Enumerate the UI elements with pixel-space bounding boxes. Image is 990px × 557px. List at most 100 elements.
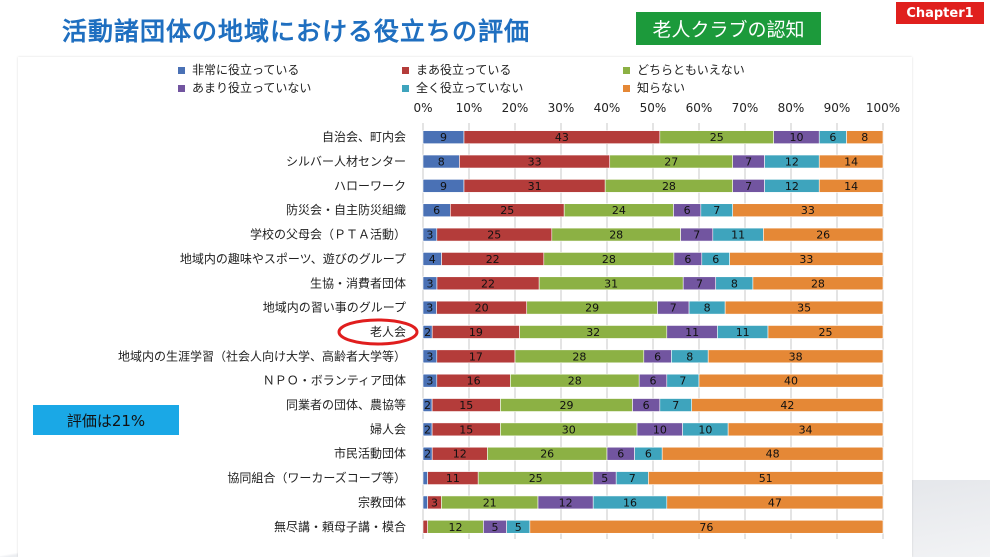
bar-value-label: 17 [469, 350, 483, 363]
legend-label: 全く役立っていない [416, 80, 523, 95]
topic-badge: 老人クラブの認知 [636, 12, 821, 45]
chart-panel: 非常に役立っている まあ役立っている どちらともいえない あまり役立っていない 全く役立… [18, 57, 912, 557]
category-label: 婦人会 [370, 421, 406, 436]
bar-value-label: 33 [799, 253, 813, 266]
bar-value-label: 7 [672, 399, 679, 412]
highlight-layer [337, 318, 419, 346]
bar-value-label: 7 [670, 302, 677, 315]
bar-value-label: 6 [684, 204, 691, 217]
bar-value-label: 25 [529, 472, 543, 485]
bar-value-label: 7 [679, 375, 686, 388]
bar-value-label: 8 [686, 350, 693, 363]
bar-value-label: 7 [745, 156, 752, 169]
bar-value-label: 22 [486, 253, 500, 266]
bar-value-label: 25 [710, 131, 724, 144]
bar-value-label: 7 [713, 204, 720, 217]
bar-value-label: 8 [704, 302, 711, 315]
bar-value-label: 20 [475, 302, 489, 315]
bar-value-label: 47 [768, 496, 782, 509]
highlight-circle [337, 318, 419, 346]
bar-value-label: 32 [586, 326, 600, 339]
bar-segment [846, 130, 884, 144]
category-label: ハローワーク [334, 179, 406, 193]
bar-value-label: 76 [699, 521, 713, 534]
x-tick-label: 40% [594, 101, 621, 115]
category-label: 協同組合（ワーカーズコープ等） [227, 470, 406, 485]
bar-segment [422, 471, 428, 485]
bar-value-label: 26 [540, 448, 554, 461]
bar-value-label: 40 [784, 375, 798, 388]
bar-value-label: 34 [799, 423, 813, 436]
bar-segment [767, 325, 884, 339]
x-tick-label: 50% [640, 101, 667, 115]
evaluation-note: 評価は21% [33, 405, 179, 435]
bar-value-label: 14 [844, 180, 858, 193]
bar-segment [732, 203, 884, 218]
bar-value-label: 33 [528, 156, 542, 169]
category-label: 宗教団体 [358, 494, 406, 509]
bar-value-label: 3 [431, 496, 438, 509]
bar-segment [729, 252, 884, 266]
bar-value-label: 16 [623, 496, 637, 509]
bar-value-label: 12 [449, 521, 463, 534]
legend-swatch [402, 67, 409, 74]
bar-value-label: 5 [492, 521, 499, 534]
bar-value-label: 3 [426, 350, 433, 363]
category-label: シルバー人材センター [286, 155, 406, 169]
bar-segment [763, 227, 884, 242]
category-label: 防災会・自主防災組織 [286, 202, 406, 217]
bar-value-label: 48 [766, 448, 780, 461]
category-label: ＮＰＯ・ボランティア団体 [263, 374, 406, 388]
category-label: 地域内の趣味やスポーツ、遊びのグループ [180, 251, 406, 266]
legend-label: まあ役立っている [416, 62, 511, 77]
legend-swatch [402, 85, 409, 92]
bar-value-label: 9 [440, 131, 447, 144]
category-label: 生協・消費者団体 [310, 275, 406, 290]
bar-segment [648, 471, 884, 485]
bar-value-label: 25 [500, 204, 514, 217]
bar-value-label: 5 [515, 521, 522, 534]
bar-segment [691, 398, 884, 412]
bar-value-label: 7 [745, 180, 752, 193]
bar-value-label: 24 [612, 204, 626, 217]
bar-value-label: 12 [785, 180, 799, 193]
bar-value-label: 28 [572, 350, 586, 363]
bar-value-label: 10 [789, 131, 803, 144]
category-label: 自治会、町内会 [322, 130, 406, 144]
bar-value-label: 6 [650, 375, 657, 388]
bar-value-label: 3 [426, 375, 433, 388]
bar-value-label: 38 [789, 350, 803, 363]
bar-segment [727, 422, 884, 437]
bar-value-label: 28 [662, 180, 676, 193]
bar-value-label: 11 [685, 326, 699, 339]
bar-value-label: 42 [780, 399, 794, 412]
bar-value-label: 9 [440, 180, 447, 193]
legend-swatch [623, 67, 630, 74]
bar-value-label: 7 [696, 277, 703, 290]
bar-value-label: 22 [481, 277, 495, 290]
bar-value-label: 12 [785, 156, 799, 169]
bar-value-label: 11 [446, 472, 460, 485]
bar-value-label: 29 [585, 302, 599, 315]
bar-value-label: 6 [654, 350, 661, 363]
y-axis-labels: 自治会、町内会シルバー人材センターハローワーク防災会・自主防災組織学校の父母会（… [118, 130, 406, 534]
bar-value-label: 6 [684, 253, 691, 266]
bar-value-label: 10 [653, 423, 667, 436]
category-label: 無尽講・頼母子講・模合 [274, 519, 406, 534]
bar-value-label: 16 [467, 375, 481, 388]
bar-value-label: 28 [568, 375, 582, 388]
chapter-tag: Chapter1 [896, 2, 984, 24]
bar-value-label: 8 [438, 156, 445, 169]
bar-value-label: 8 [731, 277, 738, 290]
bar-value-label: 2 [424, 423, 431, 436]
bar-value-label: 25 [487, 229, 501, 242]
x-tick-label: 0% [413, 101, 432, 115]
bar-value-label: 10 [698, 423, 712, 436]
bar-value-label: 31 [604, 277, 618, 290]
bar-segment [422, 495, 428, 510]
bar-value-label: 2 [424, 326, 431, 339]
bar-segment [698, 373, 884, 388]
bar-value-label: 12 [453, 448, 467, 461]
